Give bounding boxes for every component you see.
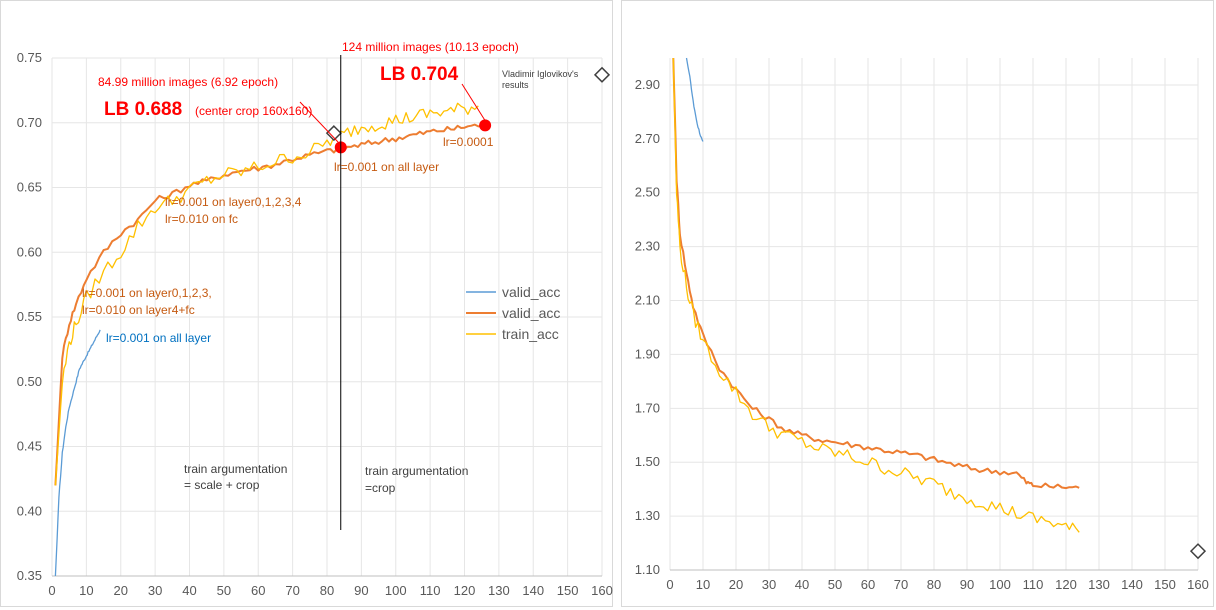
right-y-tick-label: 1.90	[635, 346, 660, 361]
legend-label-train-acc: train_acc	[502, 326, 559, 342]
right-y-tick-label: 1.10	[635, 562, 660, 577]
right-y-tick-label: 2.10	[635, 293, 660, 308]
left-y-tick-label: 0.60	[17, 244, 42, 259]
right-x-tick-label: 110	[1023, 577, 1044, 592]
left-y-tick-label: 0.35	[17, 568, 42, 583]
legend-label-valid-acc-blue: valid_acc	[502, 284, 560, 300]
left-series-2	[54, 102, 479, 486]
left-x-tick-label: 160	[591, 583, 613, 598]
left-series-0	[54, 329, 101, 577]
annotation-lr-layer01234-b: lr=0.010 on fc	[165, 212, 238, 226]
annotation-lr-layer01234-a: lr=0.001 on layer0,1,2,3,4	[165, 195, 302, 209]
annotation-aug-right-a: train argumentation	[365, 464, 468, 478]
callout-line-lb-0704	[461, 83, 487, 123]
annotation-lr-00001: lr=0.0001	[443, 135, 494, 149]
left-x-tick-label: 40	[182, 583, 196, 598]
right-x-tick-label: 70	[894, 577, 908, 592]
right-y-tick-label: 1.70	[635, 400, 660, 415]
right-x-tick-label: 10	[696, 577, 710, 592]
left-x-tick-label: 30	[148, 583, 162, 598]
right-y-tick-label: 1.50	[635, 454, 660, 469]
right-y-tick-label: 1.30	[635, 508, 660, 523]
annotation-vladimir-2: results	[502, 80, 529, 90]
right-y-tick-label: 2.50	[635, 185, 660, 200]
left-x-tick-label: 20	[114, 583, 128, 598]
left-y-tick-label: 0.40	[17, 503, 42, 518]
right-x-tick-label: 150	[1154, 577, 1176, 592]
left-y-tick-label: 0.65	[17, 180, 42, 195]
annotation-aug-left-a: train argumentation	[184, 462, 287, 476]
left-x-tick-label: 70	[285, 583, 299, 598]
right-y-tick-label: 2.70	[635, 131, 660, 146]
annotation-center-crop: (center crop 160x160)	[195, 104, 312, 118]
left-diamond-marker-1	[593, 66, 611, 83]
left-result-dot-3	[479, 119, 492, 132]
left-x-tick-label: 60	[251, 583, 265, 598]
annotation-aug-left-b: = scale + crop	[184, 478, 260, 492]
right-x-tick-label: 90	[960, 577, 974, 592]
left-x-tick-label: 80	[320, 583, 334, 598]
legend: valid_acc valid_acc train_acc	[466, 284, 560, 342]
right-x-tick-label: 40	[795, 577, 809, 592]
right-x-tick-label: 80	[927, 577, 941, 592]
right-panel-frame	[621, 0, 1214, 607]
left-x-tick-label: 110	[420, 583, 441, 598]
left-x-tick-label: 50	[217, 583, 231, 598]
left-panel-frame	[0, 0, 613, 607]
annotation-85m-images: 84.99 million images (6.92 epoch)	[98, 75, 278, 89]
legend-label-valid-acc-orange: valid_acc	[502, 305, 560, 321]
right-series-2	[672, 57, 1080, 533]
left-x-tick-label: 0	[48, 583, 55, 598]
annotation-124m-images: 124 million images (10.13 epoch)	[342, 40, 519, 54]
left-x-tick-label: 130	[488, 583, 510, 598]
right-diamond-marker-0	[1189, 543, 1207, 560]
right-series-0	[685, 57, 704, 142]
left-y-tick-label: 0.75	[17, 50, 42, 65]
left-x-tick-label: 120	[454, 583, 476, 598]
annotations: 124 million images (10.13 epoch) LB 0.70…	[82, 40, 579, 495]
left-x-tick-label: 150	[557, 583, 579, 598]
right-x-tick-label: 60	[861, 577, 875, 592]
annotation-vladimir-1: Vladimir Iglovikov's	[502, 69, 579, 79]
annotation-lr-all-right: lr=0.001 on all layer	[334, 160, 439, 174]
left-y-tick-label: 0.45	[17, 439, 42, 454]
right-x-tick-label: 140	[1121, 577, 1143, 592]
left-x-tick-label: 10	[79, 583, 93, 598]
annotation-lr-layer0123-b: lr=0.010 on layer4+fc	[82, 303, 195, 317]
left-y-tick-label: 0.70	[17, 115, 42, 130]
annotation-lb-0688: LB 0.688	[104, 99, 182, 120]
annotation-lb-0704: LB 0.704	[380, 64, 459, 85]
left-x-tick-label: 140	[522, 583, 544, 598]
right-y-tick-label: 2.90	[635, 77, 660, 92]
left-chart: 0 10 20 30 40 50 60 70 80 90 100 110 120 130 140 150 160…	[17, 50, 613, 598]
right-x-tick-label: 120	[1055, 577, 1077, 592]
right-x-tick-label: 130	[1088, 577, 1110, 592]
right-x-tick-label: 50	[828, 577, 842, 592]
left-y-tick-label: 0.55	[17, 309, 42, 324]
annotation-lr-layer0123-a: lr=0.001 on layer0,1,2,3,	[82, 286, 212, 300]
right-x-tick-label: 160	[1187, 577, 1209, 592]
right-x-tick-label: 0	[666, 577, 673, 592]
right-x-tick-label: 30	[762, 577, 776, 592]
left-diamond-marker-0	[325, 125, 342, 142]
right-chart: 0 10 20 30 40 50 60 70 80 90 100 110 120 130 140 150 160…	[635, 57, 1209, 592]
left-y-tick-label: 0.50	[17, 374, 42, 389]
annotation-lr-all-left: lr=0.001 on all layer	[106, 331, 211, 345]
annotation-aug-right-b: =crop	[365, 481, 396, 495]
right-y-tick-label: 2.30	[635, 239, 660, 254]
left-x-tick-label: 90	[354, 583, 368, 598]
left-x-tick-label: 100	[385, 583, 407, 598]
right-x-tick-label: 100	[989, 577, 1011, 592]
callout-line-lb-0688	[299, 101, 339, 143]
right-x-tick-label: 20	[729, 577, 743, 592]
right-series-1	[672, 57, 1080, 490]
